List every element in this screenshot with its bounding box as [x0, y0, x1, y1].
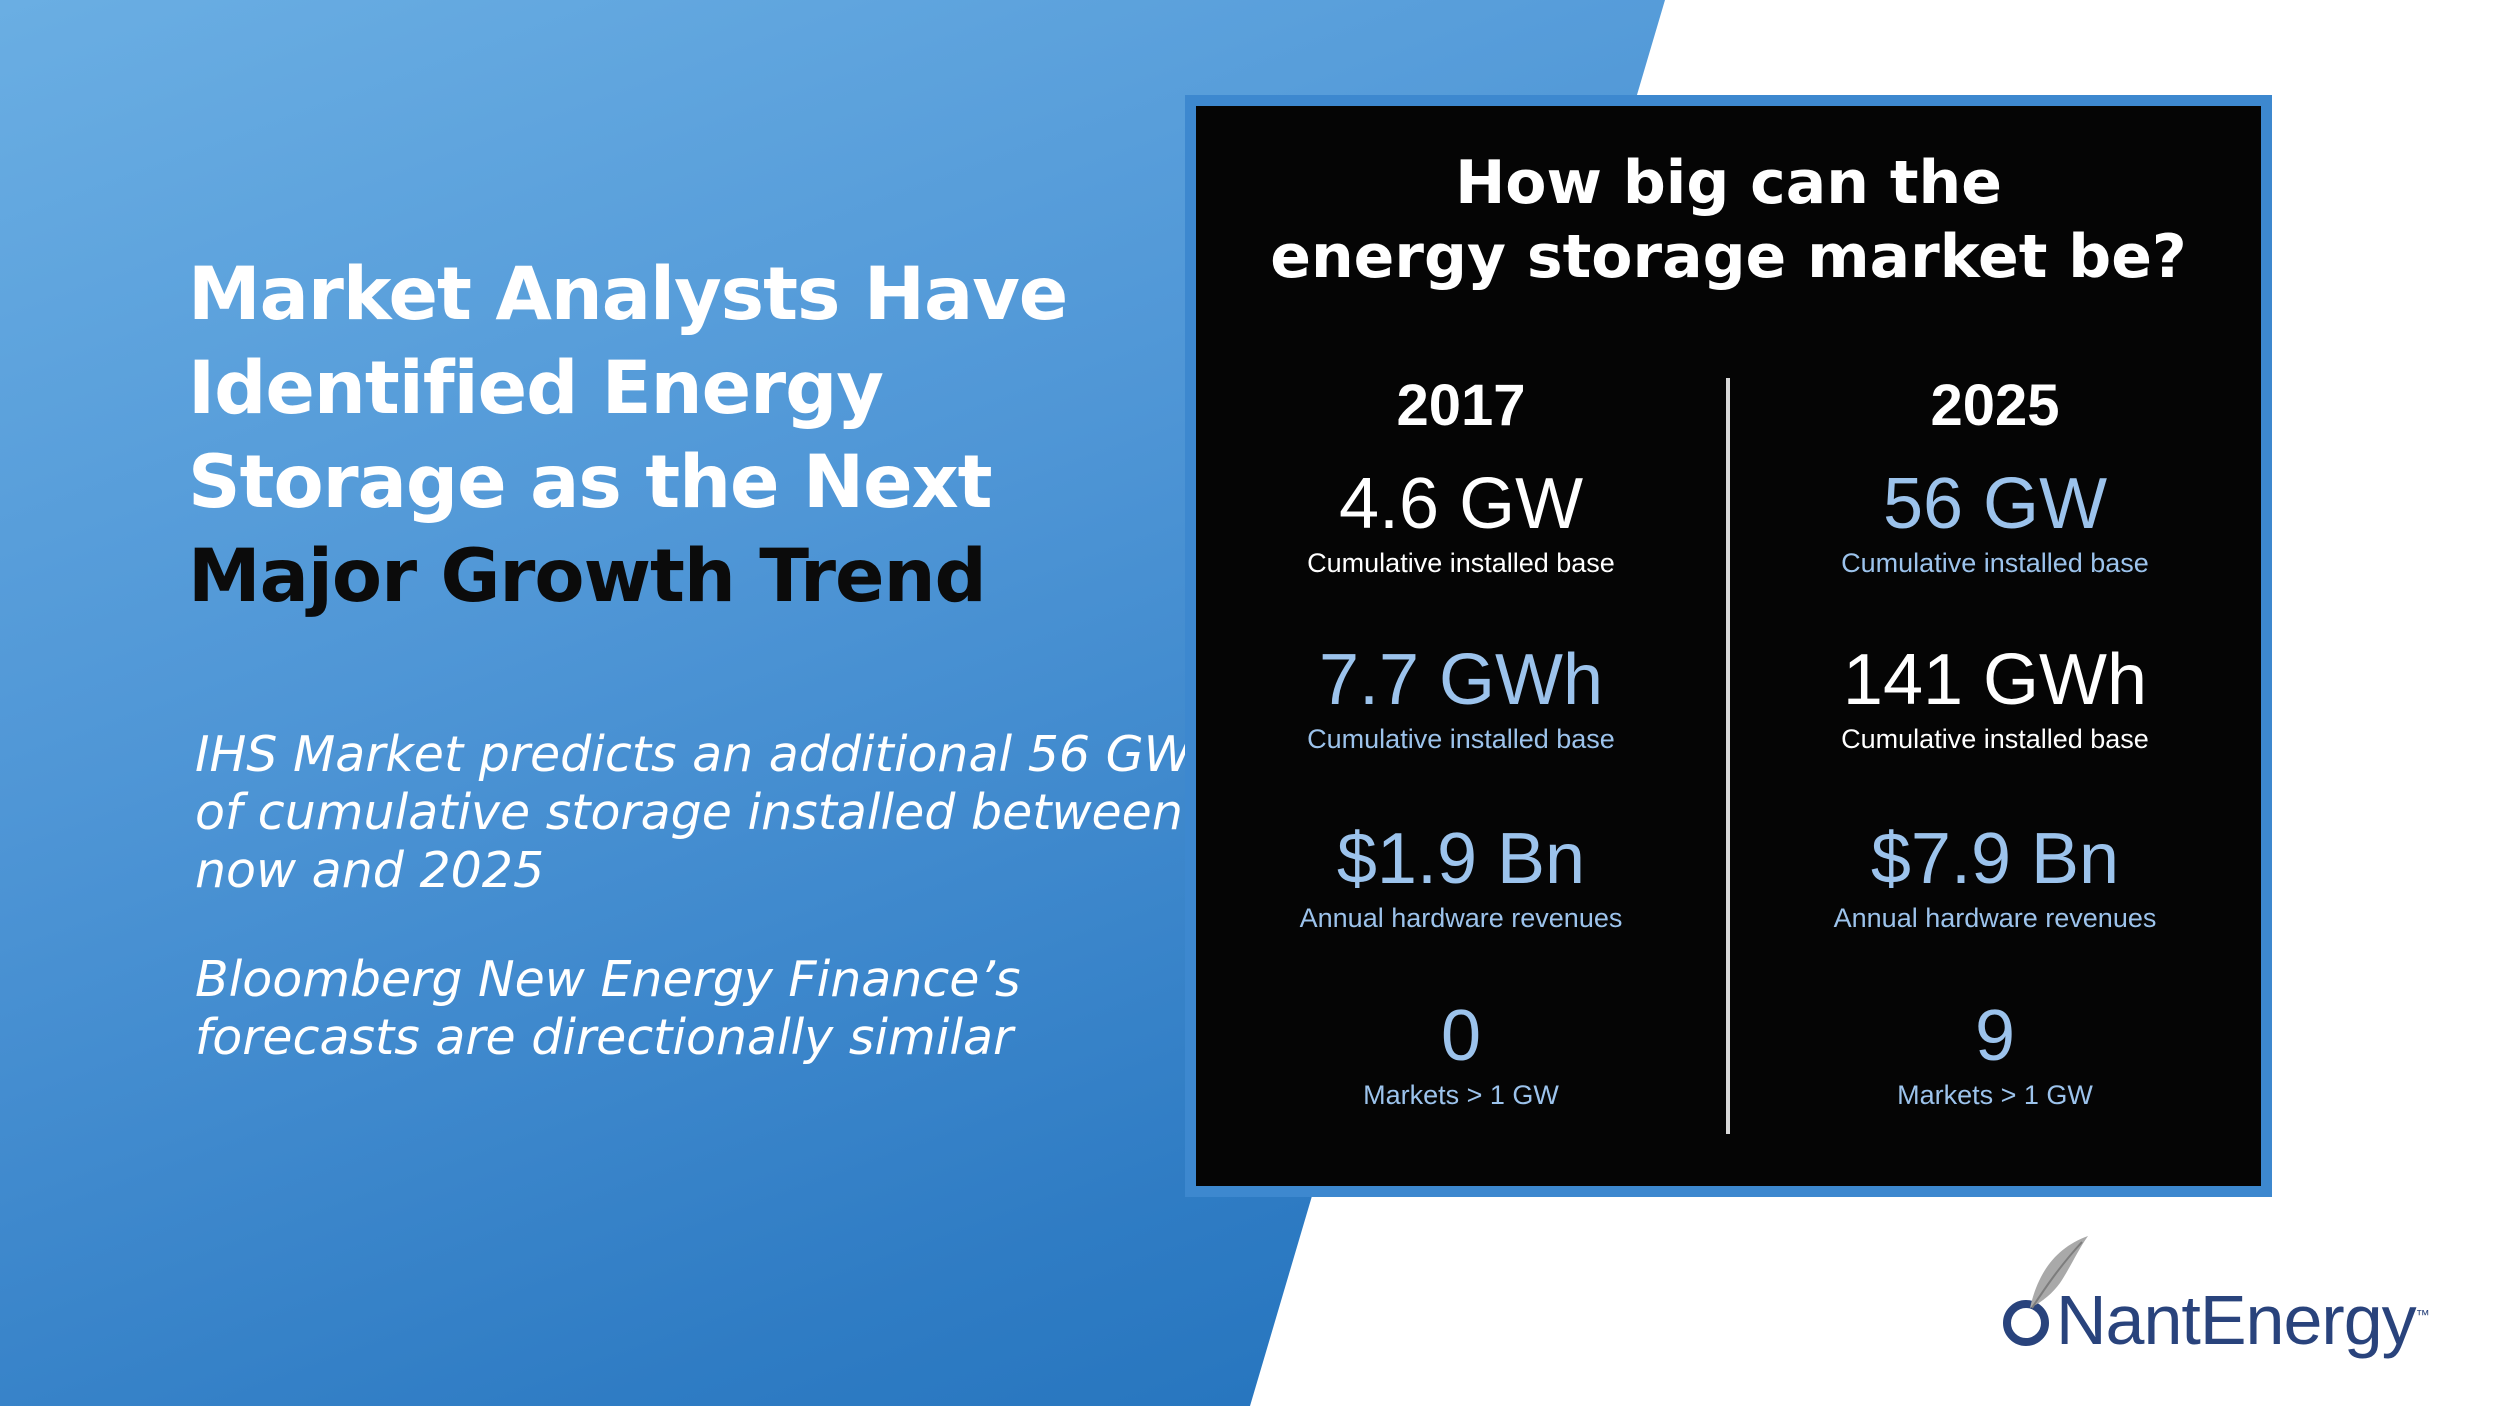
metric-value: 7.7 GWh: [1318, 640, 1604, 720]
metric-energy: 7.7 GWh Cumulative installed base: [1196, 638, 1726, 756]
metric-label: Annual hardware revenues: [1299, 903, 1623, 933]
table-title-line: energy storage market be?: [1270, 222, 2187, 292]
metric-label: Cumulative installed base: [1307, 548, 1615, 578]
logo-wordmark: NantEnergy™: [2056, 1281, 2430, 1359]
year-heading: 2017: [1396, 373, 1526, 438]
headline-line: Market Analysts Have: [188, 252, 1068, 337]
metric-label: Cumulative installed base: [1307, 724, 1615, 754]
metric-value: $1.9 Bn: [1336, 819, 1586, 899]
metric-label: Markets > 1 GW: [1897, 1080, 2093, 1110]
column-divider: [1726, 378, 1730, 1134]
year-heading: 2025: [1930, 373, 2060, 438]
table-title-line: How big can the: [1455, 148, 2002, 218]
metric-markets: 0 Markets > 1 GW: [1196, 994, 1726, 1112]
bnef-paragraph: Bloomberg New Energy Finance’s forecasts…: [195, 951, 1021, 1066]
metric-revenue: $7.9 Bn Annual hardware revenues: [1730, 817, 2260, 935]
headline-line: Storage as the Next: [188, 440, 993, 525]
quill-ring-icon: [2003, 1236, 2088, 1346]
metric-revenue: $1.9 Bn Annual hardware revenues: [1196, 817, 1726, 935]
metric-value: $7.9 Bn: [1870, 819, 2120, 899]
metric-value: 4.6 GW: [1338, 464, 1584, 544]
metric-label: Cumulative installed base: [1841, 548, 2149, 578]
ihs-paragraph: IHS Market predicts an additional 56 GW …: [195, 726, 1193, 899]
headline: Market Analysts Have Identified Energy S…: [188, 248, 1168, 624]
metric-energy: 141 GWh Cumulative installed base: [1730, 638, 2260, 756]
metric-value: 56 GW: [1882, 464, 2108, 544]
metric-power: 56 GW Cumulative installed base: [1730, 462, 2260, 580]
metric-power: 4.6 GW Cumulative installed base: [1196, 462, 1726, 580]
comparison-table-frame: How big can the energy storage market be…: [1185, 95, 2272, 1197]
metric-label: Markets > 1 GW: [1363, 1080, 1559, 1110]
headline-line-emphasis: Major Growth Trend: [188, 534, 987, 619]
metric-value: 0: [1440, 996, 1482, 1076]
metric-label: Cumulative installed base: [1841, 724, 2149, 754]
metric-markets: 9 Markets > 1 GW: [1730, 994, 2260, 1112]
table-title: How big can the energy storage market be…: [1196, 146, 2261, 294]
nantenergy-logo: NantEnergy™: [1990, 1228, 2440, 1368]
headline-line: Identified Energy: [188, 346, 884, 431]
metric-label: Annual hardware revenues: [1833, 903, 2157, 933]
metric-value: 141 GWh: [1842, 640, 2148, 720]
metric-value: 9: [1974, 996, 2016, 1076]
comparison-table: How big can the energy storage market be…: [1196, 106, 2261, 1186]
